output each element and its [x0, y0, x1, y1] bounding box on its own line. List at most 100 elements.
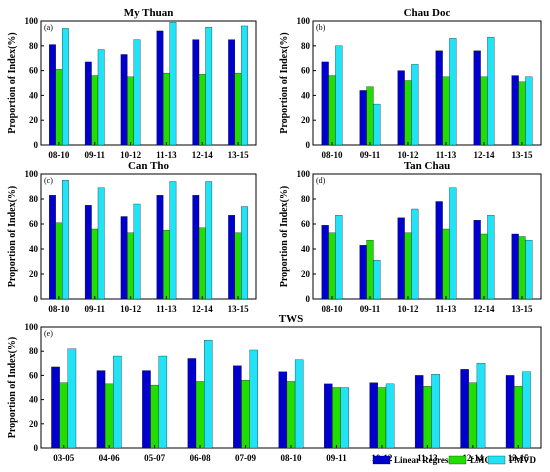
bar-linear-regression-08-10 [321, 61, 329, 146]
bar-lmg-12-14 [198, 74, 206, 146]
bar-lmg-13-15 [518, 81, 526, 146]
bar-pmvd-10-12 [411, 208, 419, 300]
legend: Linear Regression LMG PMVD [372, 455, 536, 465]
bar-linear-regression-06-08 [187, 358, 197, 449]
bar-linear-regression-10-12 [369, 382, 378, 449]
bar-lmg-09-11 [91, 228, 99, 300]
bar-lmg-11-13 [442, 228, 450, 300]
bar-pmvd-09-11 [373, 260, 381, 300]
x-tick-label: 11-13 [417, 453, 438, 463]
bar-lmg-13-15 [234, 232, 242, 300]
bar-pmvd-12-14 [487, 36, 495, 146]
chart-panel-0: My Thuan (a) Proportion of Index(%) 0 20 40 60… [7, 7, 257, 160]
y-tick-label: 20 [301, 269, 311, 279]
legend-swatch [448, 455, 467, 465]
bar-pmvd-09-11 [340, 387, 349, 449]
x-tick-label: 09-11 [84, 304, 105, 314]
chart-title: Chau Doc [404, 7, 451, 19]
bar-pmvd-11-13 [449, 38, 457, 146]
y-axis-label: Proportion of Index(%) [7, 337, 18, 438]
x-tick-label: 03-05 [53, 453, 74, 463]
bar-linear-regression-13-15 [511, 75, 519, 146]
bar-lmg-12-14 [468, 382, 478, 449]
bar-linear-regression-13-15 [228, 39, 236, 146]
bar-lmg-12-14 [480, 76, 488, 146]
chart-panel-3: Tan Chau (d) Proportion of Index(%) 0 20 40 60… [279, 160, 542, 314]
x-tick-label: 11-13 [436, 150, 457, 160]
bar-linear-regression-08-10 [278, 371, 288, 449]
x-tick-label: 10-12 [398, 304, 419, 314]
bar-pmvd-11-13 [169, 22, 177, 146]
y-tick-label: 100 [25, 16, 39, 26]
bar-pmvd-05-07 [158, 355, 168, 449]
y-tick-label: 0 [34, 443, 39, 453]
plot-frame [312, 20, 542, 146]
bar-pmvd-11-13 [169, 181, 177, 300]
y-tick-label: 100 [25, 322, 39, 332]
x-tick-label: 04-06 [99, 453, 120, 463]
y-tick-label: 40 [301, 244, 311, 254]
bar-linear-regression-10-12 [120, 54, 128, 146]
bar-pmvd-13-15 [525, 76, 533, 146]
bar-linear-regression-11-13 [435, 50, 443, 146]
x-tick-label: 09-11 [326, 453, 347, 463]
bar-linear-regression-09-11 [84, 205, 92, 300]
bar-pmvd-08-10 [335, 215, 343, 300]
legend-swatch [487, 455, 506, 465]
bar-linear-regression-09-11 [359, 245, 367, 300]
x-tick-label: 13-15 [228, 304, 249, 314]
bar-linear-regression-11-13 [435, 201, 443, 300]
y-axis-label: Proportion of Index(%) [279, 186, 290, 287]
bar-linear-regression-03-05 [51, 366, 60, 449]
bar-lmg-10-12 [404, 232, 412, 300]
panel-label: (e) [44, 329, 53, 338]
bar-lmg-07-09 [241, 380, 250, 449]
bar-pmvd-12-14 [205, 27, 213, 146]
bar-linear-regression-13-15 [511, 233, 519, 300]
bar-pmvd-13-15 [525, 240, 533, 300]
y-tick-label: 20 [29, 115, 39, 125]
bar-linear-regression-12-14 [192, 39, 200, 146]
bar-linear-regression-08-10 [49, 44, 56, 146]
y-tick-label: 80 [301, 41, 311, 51]
x-tick-label: 12-14 [192, 150, 213, 160]
bar-lmg-13-15 [518, 236, 526, 300]
bar-linear-regression-12-14 [473, 220, 481, 300]
chart-title: TWS [279, 313, 303, 325]
panel-label: (b) [316, 23, 326, 32]
bar-pmvd-12-14 [476, 363, 486, 449]
plot-frame [40, 20, 257, 146]
y-tick-label: 0 [306, 140, 311, 150]
y-axis-label: Proportion of Index(%) [279, 32, 290, 133]
x-tick-label: 11-13 [436, 304, 457, 314]
y-tick-label: 0 [34, 294, 39, 304]
bar-lmg-08-10 [328, 75, 336, 146]
bar-linear-regression-07-09 [233, 365, 242, 449]
bar-pmvd-10-12 [133, 203, 141, 300]
x-tick-label: 12-14 [192, 304, 213, 314]
plot-frame [40, 173, 257, 300]
y-tick-label: 60 [301, 219, 311, 229]
bar-linear-regression-12-14 [460, 369, 469, 449]
bar-linear-regression-12-14 [473, 50, 481, 146]
y-tick-label: 20 [29, 269, 39, 279]
bar-pmvd-08-10 [294, 359, 304, 449]
x-tick-label: 08-10 [322, 150, 343, 160]
x-tick-label: 12-14 [474, 150, 495, 160]
x-tick-label: 10-12 [398, 150, 419, 160]
bar-linear-regression-09-11 [324, 383, 333, 449]
bar-linear-regression-08-10 [49, 195, 56, 300]
x-tick-label: 09-11 [360, 150, 381, 160]
bar-lmg-13-15 [234, 72, 242, 146]
bar-lmg-06-08 [195, 381, 205, 449]
bar-linear-regression-09-11 [359, 90, 367, 146]
bar-lmg-10-12 [377, 387, 387, 449]
x-tick-label: 13-15 [512, 150, 533, 160]
y-tick-label: 40 [29, 244, 39, 254]
y-tick-label: 100 [297, 16, 311, 26]
bar-pmvd-10-12 [133, 39, 141, 146]
y-tick-label: 80 [29, 346, 39, 356]
bar-linear-regression-11-13 [414, 375, 424, 449]
y-axis-label: Proportion of Index(%) [7, 186, 18, 287]
